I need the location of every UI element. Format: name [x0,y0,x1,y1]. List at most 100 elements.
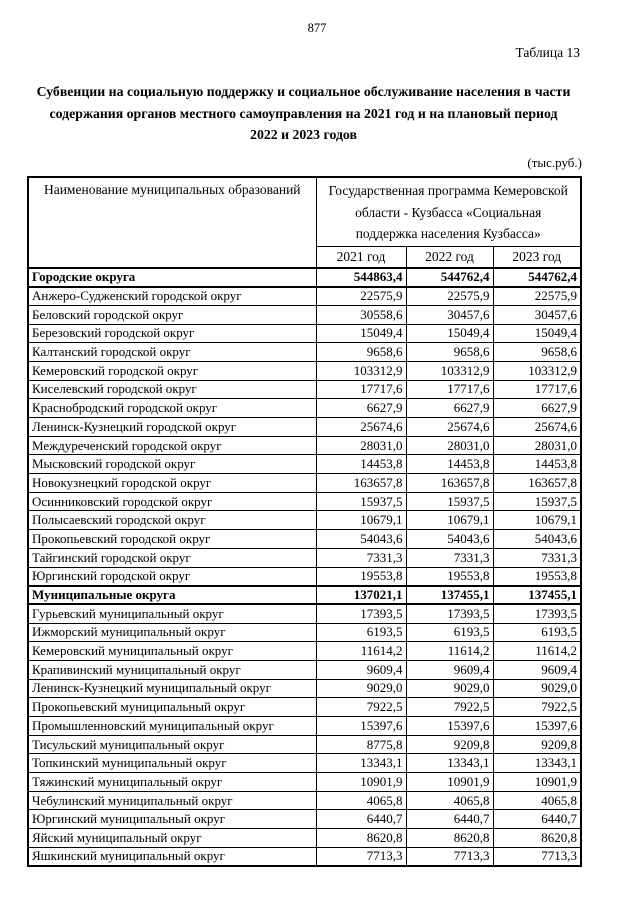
table-row: Юргинский муниципальный округ 6440,7 6440,… [27,809,582,830]
table-row: Новокузнецкий городской округ 163657,8 163… [27,473,582,493]
value-cell-2021: 14453,8 [315,454,407,475]
table-row: Ижморский муниципальный округ 6193,5 6193,… [27,622,582,643]
value-cell-2021: 13343,1 [315,753,407,774]
value-cell-2023: 54043,6 [492,529,582,549]
value-cell-2022: 9209,8 [405,734,494,755]
municipality-name-cell: Тисульский муниципальный округ [27,734,317,755]
value-cell-2022: 54043,6 [405,529,494,549]
section-total-row: Муниципальные округа 137021,1 137455,1 1374… [27,584,582,606]
value-cell-2022: 8620,8 [405,828,494,848]
municipality-name-cell: Яшкинский муниципальный округ [27,846,317,867]
value-cell-2022: 10679,1 [405,510,494,531]
table-head: Наименование муниципальных образований Г… [27,176,582,269]
municipality-name-cell: Ленинск-Кузнецкий городской округ [27,417,317,437]
data-table: Наименование муниципальных образований Г… [27,176,582,867]
table-row: Березовский городской округ 15049,4 15049,… [27,323,582,344]
page-number: 877 [307,21,327,35]
value-cell-2023: 25674,6 [492,417,582,437]
value-cell-2023: 11614,2 [492,641,582,661]
value-cell-2021: 25674,6 [315,417,407,437]
value-cell-2022: 7331,3 [405,547,494,568]
value-cell-2023: 9029,0 [492,678,582,699]
value-cell-2022: 15049,4 [405,323,494,344]
value-cell-2022: 544762,4 [405,267,494,288]
year-header-2022: 2022 год [405,245,494,269]
value-cell-2022: 9029,0 [405,678,494,699]
table-row: Калтанский городской округ 9658,6 9658,6 96… [27,342,582,362]
value-cell-2022: 14453,8 [405,454,494,475]
value-cell-2022: 22575,9 [405,286,494,306]
value-cell-2022: 6440,7 [405,809,494,830]
municipality-name-cell: Чебулинский муниципальный округ [27,790,317,811]
value-cell-2021: 544863,4 [315,267,407,288]
table-row: Прокопьевский муниципальный округ 7922,5 7… [27,697,582,717]
value-cell-2022: 7713,3 [405,846,494,867]
header-row-program: Наименование муниципальных образований Г… [27,176,582,269]
doc-title-line-2: содержания органов местного самоуправлен… [49,105,558,121]
value-cell-2023: 15049,4 [492,323,582,344]
value-cell-2021: 15937,5 [315,491,407,512]
value-cell-2023: 163657,8 [492,473,582,493]
program-header-line-2: области - Кузбасса «Социальная [355,204,542,220]
units-label: (тыс.руб.) [527,155,582,170]
value-cell-2023: 13343,1 [492,753,582,774]
value-cell-2022: 6193,5 [405,622,494,643]
municipality-name-cell: Муниципальные округа [27,584,317,606]
value-cell-2021: 22575,9 [315,286,407,306]
value-cell-2023: 17717,6 [492,379,582,400]
municipality-name-cell: Беловский городской округ [27,304,317,325]
section-total-row: Городские округа 544863,4 544762,4 544762,4 [27,267,582,288]
value-cell-2022: 25674,6 [405,417,494,437]
municipality-name-cell: Ленинск-Кузнецкий муниципальный округ [27,678,317,699]
municipality-name-cell: Новокузнецкий городской округ [27,473,317,493]
value-cell-2022: 103312,9 [405,360,494,381]
value-cell-2021: 17717,6 [315,379,407,400]
value-cell-2023: 7331,3 [492,547,582,568]
value-cell-2022: 17393,5 [405,603,494,624]
value-cell-2021: 163657,8 [315,473,407,493]
municipality-name-cell: Прокопьевский муниципальный округ [27,697,317,717]
municipality-name-cell: Юргинский городской округ [27,566,317,587]
value-cell-2021: 30558,6 [315,304,407,325]
municipality-name-cell: Полысаевский городской округ [27,510,317,531]
value-cell-2021: 28031,0 [315,435,407,456]
value-cell-2023: 9609,4 [492,659,582,680]
value-cell-2021: 8775,8 [315,734,407,755]
table-row: Анжеро-Судженский городской округ 22575,9… [27,286,582,306]
value-cell-2023: 19553,8 [492,566,582,587]
value-cell-2022: 4065,8 [405,790,494,811]
value-cell-2023: 544762,4 [492,267,582,288]
value-cell-2023: 8620,8 [492,828,582,848]
value-cell-2023: 14453,8 [492,454,582,475]
value-cell-2023: 10679,1 [492,510,582,531]
municipality-name-cell: Промышленновский муниципальный округ [27,716,317,736]
table-row: Юргинский городской округ 19553,8 19553,8 1… [27,566,582,587]
value-cell-2021: 8620,8 [315,828,407,848]
value-cell-2022: 6627,9 [405,398,494,418]
value-cell-2023: 9658,6 [492,342,582,362]
municipality-name-cell: Киселевский городской округ [27,379,317,400]
value-cell-2022: 10901,9 [405,772,494,792]
table-row: Прокопьевский городской округ 54043,6 5404… [27,529,582,549]
program-header-line-1: Государственная программа Кемеровской [328,183,568,198]
municipality-name-cell: Калтанский городской округ [27,342,317,362]
municipality-name-cell: Городские округа [27,267,317,288]
table-row: Промышленновский муниципальный округ 1539… [27,716,582,736]
value-cell-2021: 6193,5 [315,622,407,643]
value-cell-2021: 7922,5 [315,697,407,717]
value-cell-2022: 9609,4 [405,659,494,680]
municipality-name-cell: Ижморский муниципальный округ [27,622,317,643]
value-cell-2023: 9209,8 [492,734,582,755]
municipality-name-cell: Кемеровский муниципальный округ [27,641,317,661]
value-cell-2021: 10901,9 [315,772,407,792]
table-row: Кемеровский городской округ 103312,9 10331… [27,360,582,381]
value-cell-2021: 9609,4 [315,659,407,680]
value-cell-2023: 22575,9 [492,286,582,306]
table-row: Мысковский городской округ 14453,8 14453,8… [27,454,582,475]
table-label: Таблица 13 [515,45,581,60]
municipality-name-cell: Кемеровский городской округ [27,360,317,381]
table-row: Яшкинский муниципальный округ 7713,3 7713,… [27,846,582,867]
municipality-name-cell: Крапивинский муниципальный округ [27,659,317,680]
municipality-name-cell: Краснобродский городской округ [27,398,317,418]
value-cell-2023: 6193,5 [492,622,582,643]
